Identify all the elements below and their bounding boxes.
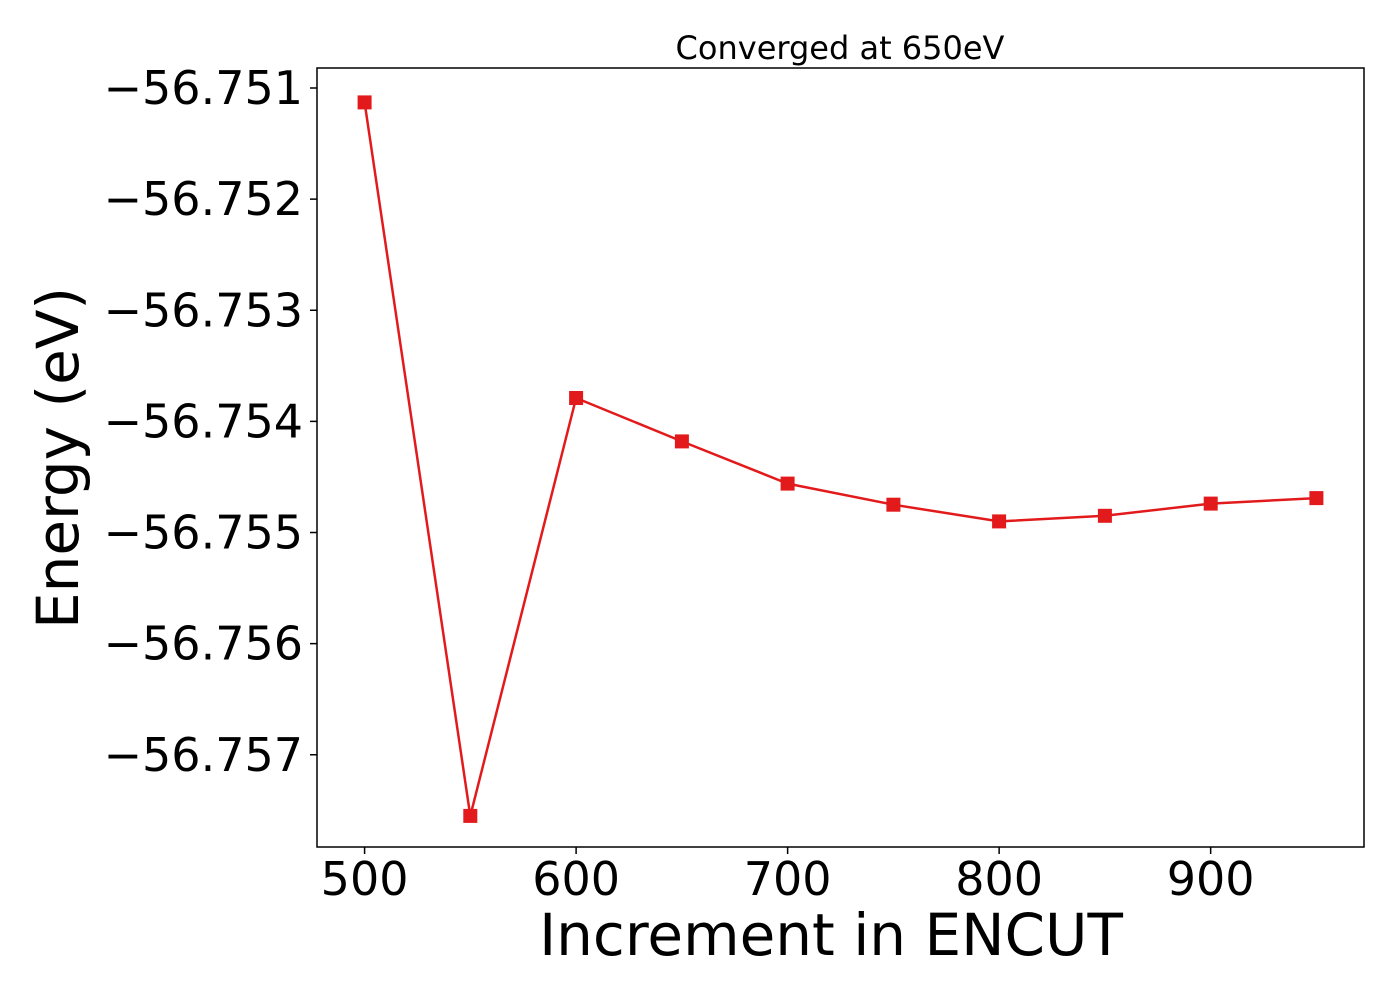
x-axis-ticks: 500 600 700 800 900 (321, 847, 1255, 906)
y-tick-label: −56.755 (104, 506, 304, 560)
data-point-marker (569, 391, 584, 405)
x-tick-label: 900 (1167, 852, 1255, 906)
data-point-marker (992, 514, 1007, 529)
data-point-marker (357, 95, 372, 110)
x-tick-label: 500 (321, 852, 409, 906)
y-tick-label: −56.751 (104, 61, 304, 115)
x-tick-label: 600 (532, 852, 620, 906)
series-line-0 (363, 102, 1317, 818)
y-axis-ticks: −56.751 −56.752 −56.753 −56.754 −56.755 −56.7… (104, 61, 317, 782)
y-tick-label: −56.753 (104, 283, 304, 337)
x-tick-label: 800 (955, 852, 1043, 906)
data-point-marker (886, 497, 901, 512)
plot-frame (316, 67, 1365, 848)
data-point-marker (463, 808, 478, 823)
plot-area (357, 95, 1324, 823)
data-point-marker (674, 434, 689, 449)
y-tick-label: −56.757 (104, 728, 304, 782)
data-point-marker (1097, 508, 1112, 523)
x-tick-label: 700 (744, 852, 832, 906)
y-tick-label: −56.752 (104, 172, 304, 226)
y-axis-label: Energy (eV) (24, 287, 92, 629)
y-tick-label: −56.756 (104, 617, 304, 671)
chart-title: Converged at 650eV (676, 29, 1005, 67)
x-axis-label: Increment in ENCUT (539, 901, 1123, 969)
data-point-marker (1309, 491, 1324, 506)
data-point-marker (780, 476, 795, 491)
data-point-marker (1203, 496, 1218, 511)
y-tick-label: −56.754 (104, 394, 304, 448)
